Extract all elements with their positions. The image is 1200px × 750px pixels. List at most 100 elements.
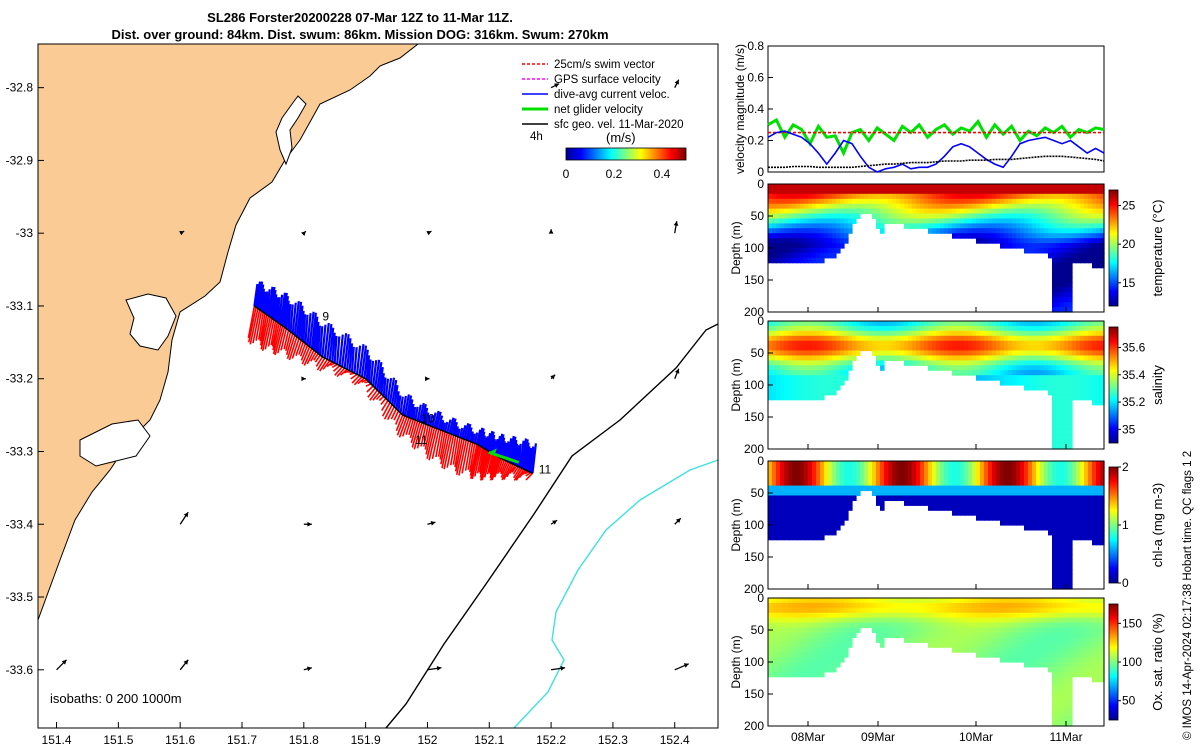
geo-vector-head — [673, 221, 679, 226]
section-cell — [1068, 228, 1073, 234]
section-cell — [1040, 465, 1045, 472]
section-cell — [924, 622, 929, 629]
section-cell — [1032, 233, 1037, 239]
section-cell — [820, 394, 825, 401]
section-cell — [864, 321, 869, 327]
section-cell — [1068, 525, 1073, 531]
section-cell — [1092, 662, 1097, 668]
section-cell — [776, 485, 781, 492]
section-cell — [928, 203, 933, 210]
section-cell — [1044, 652, 1049, 658]
section-cell — [816, 637, 821, 643]
section-cell — [824, 345, 829, 352]
section-cell — [936, 490, 941, 496]
section-cell — [1068, 607, 1073, 614]
section-cell — [1072, 345, 1077, 352]
section-cell — [952, 637, 957, 643]
section-cell — [896, 325, 901, 332]
section-cell — [1064, 262, 1069, 269]
section-cell — [1020, 188, 1025, 195]
section-cell — [1100, 399, 1105, 406]
section-cell — [788, 385, 793, 391]
section-cell — [1064, 534, 1069, 541]
section-cell — [828, 461, 833, 467]
section-cell — [1040, 380, 1045, 386]
section-cell — [1068, 584, 1073, 590]
section-cell — [788, 529, 793, 536]
section-cell — [972, 370, 977, 376]
section-cell — [976, 335, 981, 342]
section-cell — [1064, 505, 1069, 511]
section-cell — [1068, 510, 1073, 516]
section-cell — [840, 203, 845, 210]
section-cell — [872, 321, 877, 327]
section-cell — [1004, 510, 1009, 516]
section-cell — [1024, 617, 1029, 624]
section-cell — [812, 662, 817, 668]
section-cell — [824, 213, 829, 219]
section-cell — [852, 598, 857, 604]
colorbar-tick-label: 15 — [1122, 276, 1136, 290]
section-cell — [912, 208, 917, 215]
section-cell — [1020, 657, 1025, 663]
section-cell — [820, 228, 825, 234]
section-cell — [812, 490, 817, 496]
section-cell — [820, 490, 825, 496]
section-cell — [828, 213, 833, 219]
section-cell — [1068, 277, 1073, 283]
section-cell — [920, 355, 925, 361]
section-cell — [1028, 525, 1033, 531]
section-cell — [864, 193, 869, 200]
section-cell — [948, 602, 953, 609]
section-cell — [836, 184, 841, 190]
section-cell — [1052, 539, 1057, 546]
section-cell — [800, 637, 805, 643]
section-cell — [1056, 686, 1061, 693]
section-cell — [776, 257, 781, 264]
section-cell — [780, 252, 785, 259]
section-cell — [840, 490, 845, 496]
section-cell — [872, 325, 877, 332]
section-cell — [800, 350, 805, 356]
section-cell — [980, 607, 985, 614]
section-cell — [856, 470, 861, 477]
section-cell — [976, 652, 981, 658]
section-cell — [824, 617, 829, 624]
section-cell — [780, 602, 785, 609]
section-cell — [980, 360, 985, 366]
section-cell — [864, 485, 869, 492]
section-cell — [776, 495, 781, 501]
section-cell — [784, 475, 789, 482]
section-cell — [812, 632, 817, 638]
section-cell — [808, 515, 813, 521]
section-cell — [808, 632, 813, 638]
section-cell — [824, 360, 829, 366]
section-cell — [1040, 355, 1045, 361]
section-cell — [936, 360, 941, 366]
section-cell — [832, 612, 837, 619]
section-cell — [1004, 515, 1009, 521]
section-cell — [832, 375, 837, 381]
section-cell — [848, 325, 853, 332]
section-cell — [812, 380, 817, 386]
section-cell — [924, 461, 929, 467]
section-cell — [920, 213, 925, 219]
section-cell — [1048, 666, 1053, 673]
section-cell — [940, 480, 945, 487]
section-cell — [996, 330, 1001, 337]
section-cell — [1020, 505, 1025, 511]
section-cell — [1040, 662, 1045, 668]
section-cell — [944, 602, 949, 609]
section-cell — [1056, 554, 1061, 560]
section-cell — [1084, 529, 1089, 536]
section-cell — [768, 662, 773, 668]
colorbar-tick-label: 35.2 — [1122, 395, 1146, 409]
section-cell — [992, 340, 997, 347]
section-cell — [892, 461, 897, 467]
section-cell — [916, 607, 921, 614]
section-cell — [944, 365, 949, 371]
section-cell — [1076, 652, 1081, 658]
section-cell — [900, 218, 905, 224]
section-cell — [884, 485, 889, 492]
section-cell — [1008, 345, 1013, 352]
